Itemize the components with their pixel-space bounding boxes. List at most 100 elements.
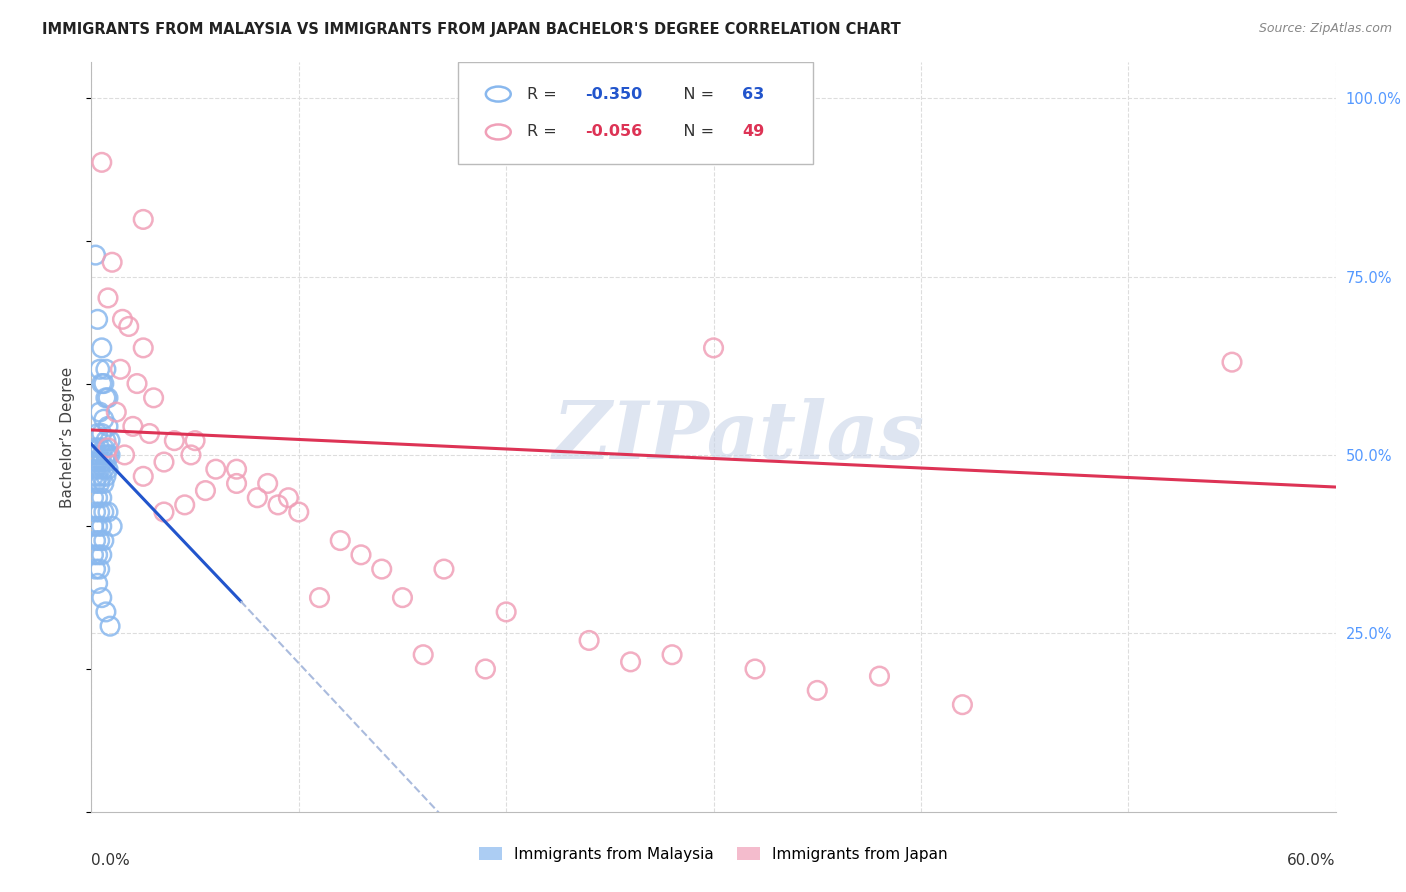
- Point: [180, 448, 202, 462]
- Point: [93, 462, 115, 476]
- Point: [94, 391, 117, 405]
- Point: [93, 376, 115, 391]
- Point: [153, 505, 176, 519]
- Point: [94, 448, 117, 462]
- Point: [93, 505, 115, 519]
- Point: [97, 291, 120, 305]
- Point: [433, 562, 456, 576]
- Text: IMMIGRANTS FROM MALAYSIA VS IMMIGRANTS FROM JAPAN BACHELOR'S DEGREE CORRELATION : IMMIGRANTS FROM MALAYSIA VS IMMIGRANTS F…: [42, 22, 901, 37]
- Point: [97, 441, 120, 455]
- Point: [82, 491, 104, 505]
- Point: [94, 362, 117, 376]
- Y-axis label: Bachelor’s Degree: Bachelor’s Degree: [60, 367, 76, 508]
- Point: [97, 419, 120, 434]
- Point: [132, 341, 155, 355]
- Point: [153, 455, 176, 469]
- Point: [94, 455, 117, 469]
- Point: [277, 491, 299, 505]
- Text: -0.056: -0.056: [585, 125, 643, 139]
- Point: [98, 434, 121, 448]
- Point: [89, 462, 111, 476]
- Point: [97, 391, 120, 405]
- Text: N =: N =: [668, 125, 718, 139]
- Point: [132, 212, 155, 227]
- Point: [118, 319, 141, 334]
- Text: 60.0%: 60.0%: [1288, 853, 1336, 868]
- Point: [90, 376, 112, 391]
- Point: [1220, 355, 1243, 369]
- Point: [350, 548, 373, 562]
- Point: [86, 576, 108, 591]
- Point: [869, 669, 891, 683]
- Point: [98, 448, 121, 462]
- Point: [86, 519, 108, 533]
- Point: [82, 469, 104, 483]
- Point: [86, 548, 108, 562]
- Point: [89, 562, 111, 576]
- Point: [194, 483, 217, 498]
- Point: [94, 434, 117, 448]
- Point: [89, 476, 111, 491]
- Point: [98, 619, 121, 633]
- Point: [744, 662, 766, 676]
- Point: [391, 591, 413, 605]
- Point: [90, 341, 112, 355]
- Point: [84, 562, 107, 576]
- Point: [86, 426, 108, 441]
- Point: [267, 498, 290, 512]
- Point: [142, 391, 165, 405]
- FancyBboxPatch shape: [458, 62, 813, 163]
- Point: [89, 505, 111, 519]
- Text: R =: R =: [527, 87, 562, 102]
- Point: [110, 362, 132, 376]
- Point: [702, 341, 725, 355]
- Point: [82, 455, 104, 469]
- Point: [93, 412, 115, 426]
- Point: [184, 434, 207, 448]
- Point: [89, 533, 111, 548]
- Point: [93, 533, 115, 548]
- Point: [89, 441, 111, 455]
- Point: [94, 469, 117, 483]
- Point: [97, 505, 120, 519]
- Text: R =: R =: [527, 125, 562, 139]
- Point: [495, 605, 517, 619]
- Point: [163, 434, 186, 448]
- Point: [121, 419, 145, 434]
- Point: [90, 591, 112, 605]
- Point: [84, 505, 107, 519]
- Text: 0.0%: 0.0%: [91, 853, 131, 868]
- Point: [412, 648, 434, 662]
- Point: [806, 683, 828, 698]
- Point: [86, 312, 108, 326]
- Point: [114, 448, 136, 462]
- Point: [90, 491, 112, 505]
- Point: [619, 655, 641, 669]
- Point: [82, 519, 104, 533]
- Point: [93, 441, 115, 455]
- Point: [371, 562, 394, 576]
- Point: [84, 462, 107, 476]
- Point: [246, 491, 269, 505]
- Point: [950, 698, 973, 712]
- Point: [86, 448, 108, 462]
- Point: [225, 462, 247, 476]
- Point: [86, 491, 108, 505]
- Point: [84, 476, 107, 491]
- Point: [101, 255, 124, 269]
- Point: [86, 455, 108, 469]
- Point: [111, 312, 134, 326]
- Point: [84, 248, 107, 262]
- Point: [84, 441, 107, 455]
- Point: [173, 498, 195, 512]
- Point: [205, 462, 228, 476]
- Point: [94, 605, 117, 619]
- Text: 63: 63: [742, 87, 765, 102]
- Point: [101, 519, 124, 533]
- Point: [661, 648, 683, 662]
- Text: 49: 49: [742, 125, 765, 139]
- Point: [93, 476, 115, 491]
- Point: [578, 633, 600, 648]
- Text: -0.350: -0.350: [585, 87, 643, 102]
- Point: [256, 476, 278, 491]
